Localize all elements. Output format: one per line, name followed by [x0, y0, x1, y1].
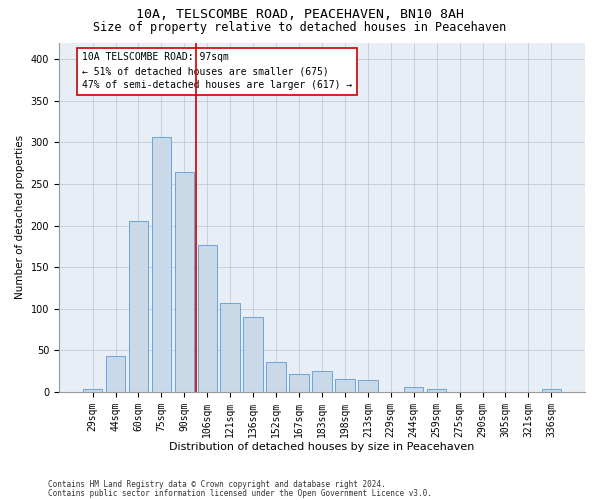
Bar [244, 317, 263, 392]
Text: Size of property relative to detached houses in Peacehaven: Size of property relative to detached ho… [94, 21, 506, 34]
Bar [404, 387, 424, 392]
Bar [542, 388, 561, 392]
Bar [312, 371, 332, 392]
Text: 10A, TELSCOMBE ROAD, PEACEHAVEN, BN10 8AH: 10A, TELSCOMBE ROAD, PEACEHAVEN, BN10 8A… [136, 8, 464, 20]
Bar [152, 136, 171, 392]
Bar [427, 388, 446, 392]
Bar [289, 374, 309, 392]
Bar [358, 380, 377, 392]
Text: Contains HM Land Registry data © Crown copyright and database right 2024.: Contains HM Land Registry data © Crown c… [48, 480, 386, 489]
Bar [220, 303, 240, 392]
Y-axis label: Number of detached properties: Number of detached properties [15, 135, 25, 300]
Bar [335, 380, 355, 392]
Bar [175, 172, 194, 392]
Text: Contains public sector information licensed under the Open Government Licence v3: Contains public sector information licen… [48, 489, 432, 498]
Bar [83, 388, 103, 392]
Bar [266, 362, 286, 392]
Bar [197, 244, 217, 392]
Text: 10A TELSCOMBE ROAD: 97sqm
← 51% of detached houses are smaller (675)
47% of semi: 10A TELSCOMBE ROAD: 97sqm ← 51% of detac… [82, 52, 352, 90]
Bar [128, 222, 148, 392]
X-axis label: Distribution of detached houses by size in Peacehaven: Distribution of detached houses by size … [169, 442, 475, 452]
Bar [106, 356, 125, 392]
